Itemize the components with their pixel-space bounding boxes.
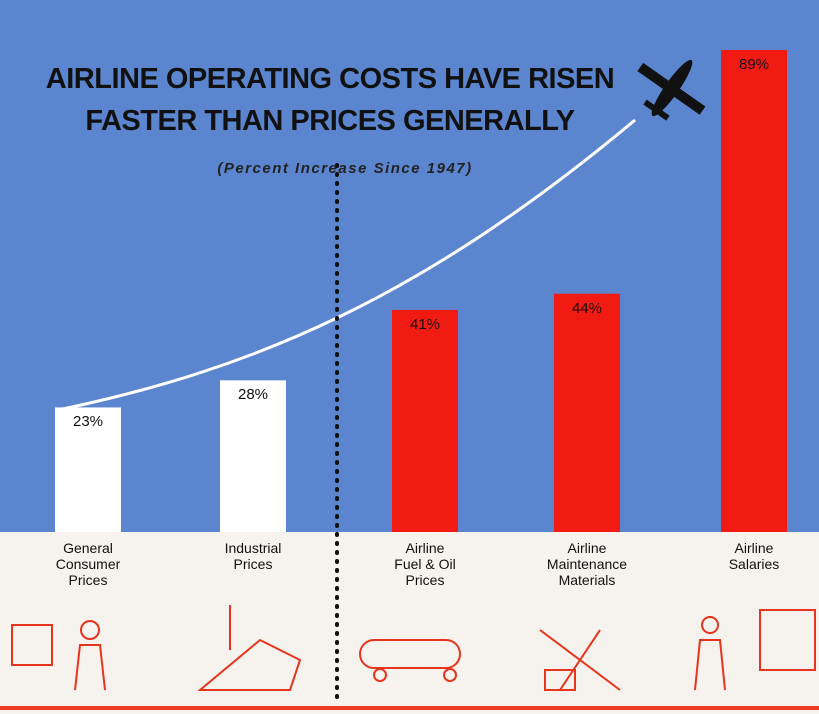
value-label: 44% xyxy=(571,299,603,317)
x-tick-label: General Consumer Prices xyxy=(55,540,121,588)
chart-title: AIRLINE OPERATING COSTS HAVE RISEN FASTE… xyxy=(45,63,615,137)
value-label: 89% xyxy=(738,56,770,73)
illustrations xyxy=(11,605,816,691)
bar xyxy=(55,407,121,532)
bar xyxy=(392,309,458,532)
bar xyxy=(554,293,620,532)
x-tick-label: Industrial Prices xyxy=(224,540,282,572)
value-label: 41% xyxy=(409,315,441,333)
value-label: 23% xyxy=(72,413,104,431)
x-tick-label: Airline Salaries xyxy=(728,540,780,572)
bar xyxy=(220,380,286,532)
plane-icon xyxy=(637,59,706,121)
x-tick-label: Airline Fuel & Oil Prices xyxy=(394,540,456,588)
bar xyxy=(721,50,787,532)
value-label: 28% xyxy=(237,386,269,404)
x-tick-label: Airline Maintenance Materials xyxy=(546,540,628,588)
chart-subtitle: (Percent Increase Since 1947) xyxy=(217,160,473,177)
